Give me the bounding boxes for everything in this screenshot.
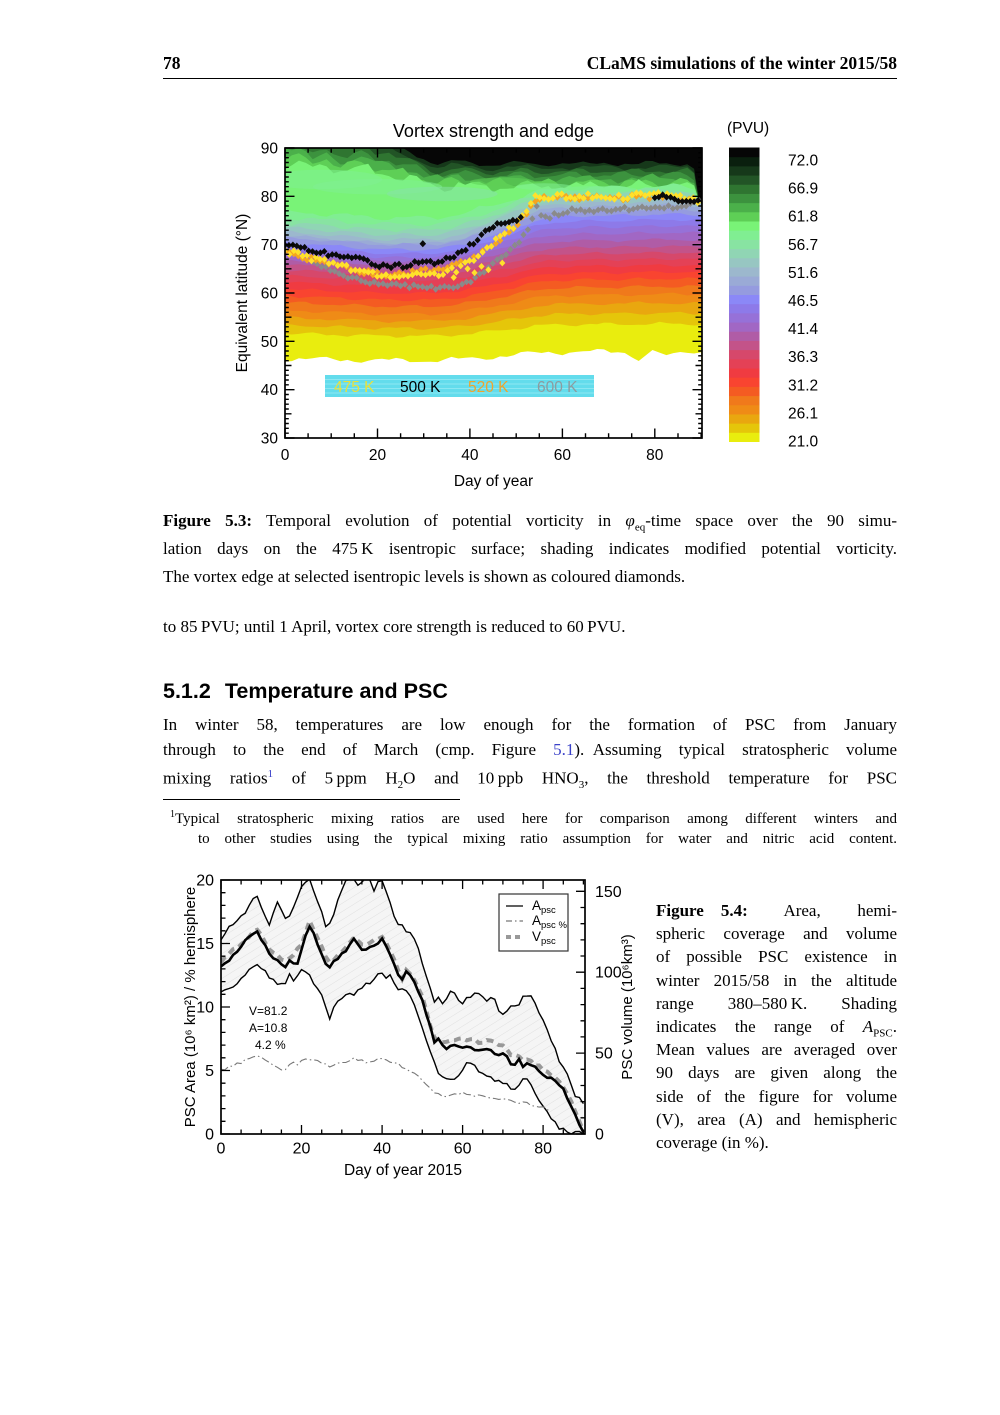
svg-text:20: 20 [293, 1141, 311, 1158]
svg-text:60: 60 [454, 1141, 472, 1158]
svg-text:66.9: 66.9 [788, 181, 818, 198]
svg-text:0: 0 [205, 1127, 214, 1144]
svg-text:5: 5 [205, 1063, 214, 1080]
svg-text:20: 20 [196, 873, 214, 890]
svg-text:20: 20 [369, 447, 387, 464]
svg-text:0: 0 [217, 1141, 226, 1158]
svg-text:Equivalent latitude (°N): Equivalent latitude (°N) [234, 214, 251, 373]
svg-text:PSC Area (10⁶ km²) / % hemisph: PSC Area (10⁶ km²) / % hemisphere [182, 887, 199, 1127]
svg-text:50: 50 [595, 1046, 613, 1063]
svg-text:10: 10 [196, 1000, 214, 1017]
svg-text:80: 80 [261, 189, 279, 206]
svg-text:A=10.8: A=10.8 [249, 1021, 288, 1035]
svg-text:80: 80 [534, 1141, 552, 1158]
svg-text:500 K: 500 K [400, 379, 441, 396]
svg-text:150: 150 [595, 884, 622, 901]
svg-text:Day of year: Day of year [454, 473, 533, 490]
svg-text:26.1: 26.1 [788, 405, 818, 422]
svg-text:PSC volume (10⁶km³): PSC volume (10⁶km³) [619, 934, 636, 1079]
svg-text:80: 80 [646, 447, 664, 464]
svg-text:520 K: 520 K [468, 379, 509, 396]
svg-text:50: 50 [261, 334, 279, 351]
svg-text:V=81.2: V=81.2 [249, 1004, 288, 1018]
svg-text:70: 70 [261, 237, 279, 254]
svg-text:21.0: 21.0 [788, 434, 819, 451]
svg-text:46.5: 46.5 [788, 293, 818, 310]
svg-text:31.2: 31.2 [788, 377, 818, 394]
svg-text:61.8: 61.8 [788, 209, 818, 226]
svg-text:90: 90 [261, 141, 279, 158]
svg-text:40: 40 [461, 447, 479, 464]
svg-text:600 K: 600 K [537, 379, 578, 396]
svg-text:36.3: 36.3 [788, 349, 818, 366]
svg-text:60: 60 [261, 286, 279, 303]
svg-text:100: 100 [595, 965, 622, 982]
svg-text:Vortex strength and edge: Vortex strength and edge [393, 121, 594, 141]
svg-text:30: 30 [261, 431, 279, 448]
svg-text:60: 60 [554, 447, 572, 464]
svg-text:0: 0 [281, 447, 290, 464]
svg-text:41.4: 41.4 [788, 321, 819, 338]
svg-text:56.7: 56.7 [788, 237, 818, 254]
svg-text:40: 40 [373, 1141, 391, 1158]
svg-text:51.6: 51.6 [788, 265, 818, 282]
svg-text:0: 0 [595, 1127, 604, 1144]
svg-text:Day of year 2015: Day of year 2015 [344, 1162, 462, 1179]
svg-text:40: 40 [261, 382, 279, 399]
svg-text:(PVU): (PVU) [727, 120, 769, 137]
svg-text:475 K: 475 K [334, 379, 375, 396]
svg-text:72.0: 72.0 [788, 153, 819, 170]
svg-text:4.2 %: 4.2 % [255, 1038, 286, 1052]
svg-text:15: 15 [196, 936, 214, 953]
